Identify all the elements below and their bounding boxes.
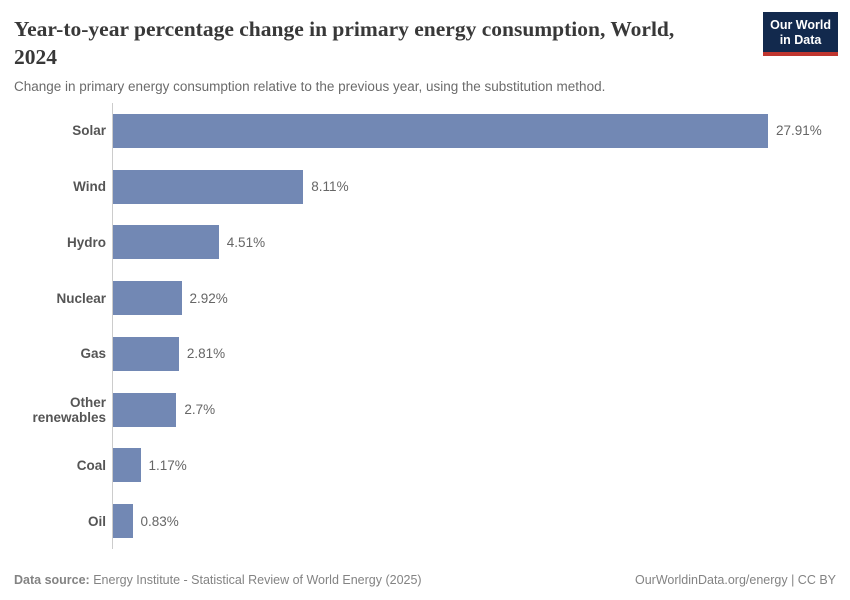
bar-track: 2.92% [112, 270, 836, 326]
chart-bar-row: Wind 8.11% [0, 158, 836, 215]
bar[interactable] [113, 448, 141, 483]
owid-logo-line2: in Data [779, 33, 822, 47]
bar-track: 1.17% [112, 437, 836, 494]
chart-bar-row: Other renewables 2.7% [0, 381, 836, 438]
bar-track: 8.11% [112, 158, 836, 215]
bar-value-label: 27.91% [776, 123, 822, 139]
bar-value-label: 4.51% [226, 234, 266, 250]
category-label: Oil [87, 513, 106, 529]
bar[interactable] [113, 225, 219, 260]
bar-track: 2.81% [112, 326, 836, 382]
category-label: Coal [76, 457, 106, 473]
category-label: Other renewables [32, 394, 106, 425]
bar-track: 2.7% [112, 381, 836, 438]
bar[interactable] [113, 281, 182, 316]
data-source-value: Energy Institute - Statistical Review of… [89, 573, 422, 587]
bar-value-label: 2.81% [186, 346, 226, 362]
bar-value-label: 2.92% [189, 290, 228, 306]
bar[interactable] [113, 504, 133, 539]
bar[interactable] [113, 169, 304, 204]
bar-track: 27.91% [112, 103, 836, 159]
category-label: Hydro [66, 234, 106, 250]
bar[interactable] [113, 392, 177, 427]
bar-value-label: 2.7% [184, 402, 216, 418]
title-block: Year-to-year percentage change in primar… [14, 16, 694, 94]
category-label: Gas [80, 346, 106, 362]
chart-bar-row: Nuclear 2.92% [0, 270, 836, 326]
chart-bar-row: Hydro 4.51% [0, 214, 836, 271]
chart-footer: Data source: Energy Institute - Statisti… [14, 573, 836, 587]
owid-logo-line1: Our World [770, 18, 831, 32]
bar-track: 0.83% [112, 493, 836, 549]
chart-header: Year-to-year percentage change in primar… [0, 0, 850, 94]
bar-value-label: 1.17% [148, 457, 187, 473]
bar-value-label: 8.11% [311, 179, 349, 195]
chart-bar-row: Oil 0.83% [0, 493, 836, 549]
chart-subtitle: Change in primary energy consumption rel… [14, 79, 606, 95]
data-source: Data source: Energy Institute - Statisti… [14, 573, 422, 587]
category-label: Wind [73, 179, 106, 195]
bar[interactable] [113, 113, 768, 148]
chart-bar-row: Coal 1.17% [0, 437, 836, 494]
category-label: Nuclear [56, 290, 106, 306]
data-source-label: Data source: [14, 573, 90, 587]
chart-bar-row: Solar 27.91% [0, 103, 836, 159]
bar-rows: Solar 27.91% Wind 8.11% Hydro 4.51% Nucl… [0, 103, 836, 549]
footer-attribution[interactable]: OurWorldinData.org/energy | CC BY [634, 573, 836, 587]
category-label: Solar [72, 123, 106, 139]
bar-track: 4.51% [112, 214, 836, 271]
bar-value-label: 0.83% [140, 513, 179, 529]
chart-bar-row: Gas 2.81% [0, 326, 836, 382]
page-title: Year-to-year percentage change in primar… [14, 17, 675, 69]
bar[interactable] [113, 336, 179, 371]
bar-chart: Solar 27.91% Wind 8.11% Hydro 4.51% Nucl… [0, 103, 836, 549]
owid-logo: Our World in Data [763, 12, 838, 56]
